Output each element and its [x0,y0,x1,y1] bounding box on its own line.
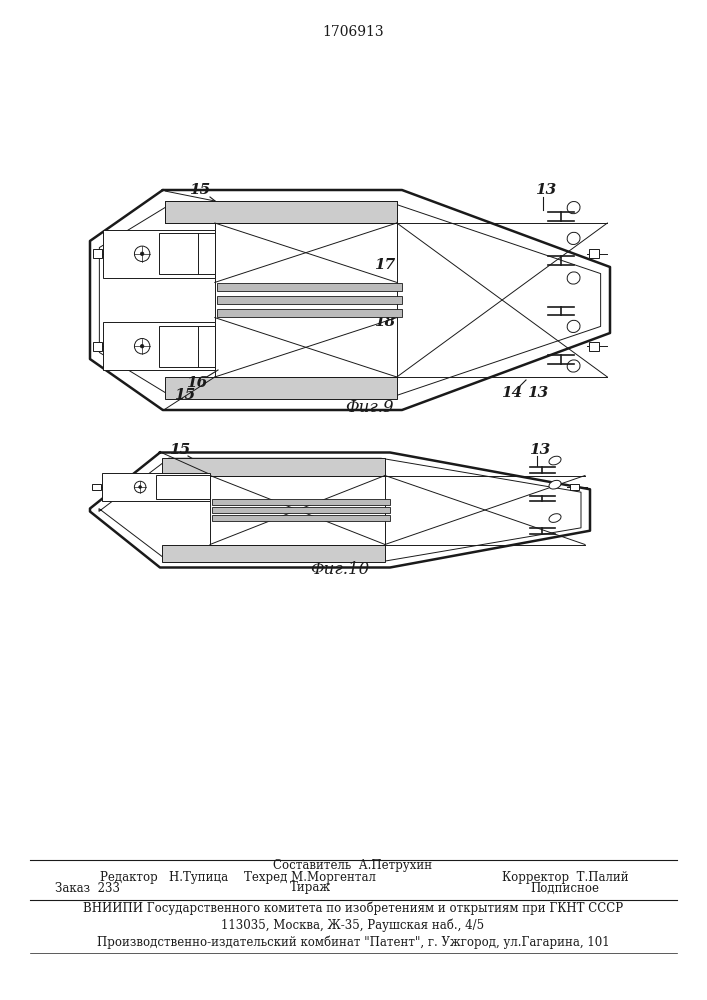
Ellipse shape [549,514,561,522]
Circle shape [141,252,144,256]
Text: 13: 13 [530,443,551,457]
Bar [163,458,385,476]
Bar [159,233,215,274]
Ellipse shape [549,480,561,489]
Ellipse shape [567,272,580,284]
Text: 15: 15 [189,183,211,197]
Ellipse shape [567,201,580,214]
Text: 14: 14 [501,386,522,400]
Text: 1706913: 1706913 [322,25,384,39]
Text: Составитель  А.Петрухин: Составитель А.Петрухин [274,858,433,871]
Bar [217,296,402,304]
Text: Производственно-издательский комбинат "Патент", г. Ужгород, ул.Гагарина, 101: Производственно-издательский комбинат "П… [97,935,609,949]
Circle shape [141,344,144,348]
Text: ВНИИПИ Государственного комитета по изобретениям и открытиям при ГКНТ СССР: ВНИИПИ Государственного комитета по изоб… [83,901,623,915]
Text: 13: 13 [527,386,549,400]
Bar [103,322,215,370]
Bar [165,377,397,399]
Bar [103,230,215,278]
Bar [103,473,210,501]
Circle shape [134,481,146,493]
Text: 113035, Москва, Ж-35, Раушская наб., 4/5: 113035, Москва, Ж-35, Раушская наб., 4/5 [221,918,484,932]
Text: 18: 18 [375,315,396,329]
Text: 16: 16 [187,376,208,390]
Text: Тираж: Тираж [289,882,331,894]
Circle shape [134,246,150,261]
Ellipse shape [567,232,580,245]
Bar [213,507,390,513]
Text: 13: 13 [535,183,556,197]
Bar [589,342,599,351]
Bar [213,515,390,521]
Bar [93,484,102,490]
Text: Φиг.10: Φиг.10 [310,562,370,578]
Text: Техред М.Моргентал: Техред М.Моргентал [244,870,376,884]
Bar [156,475,210,499]
Bar [165,201,397,223]
Bar [570,484,579,490]
Ellipse shape [549,456,561,465]
Circle shape [139,486,141,488]
Bar [93,342,102,351]
Text: Корректор  Т.Палий: Корректор Т.Палий [502,870,629,884]
Bar [159,326,215,367]
Bar [93,249,102,258]
Bar [589,249,599,258]
Text: Заказ  233: Заказ 233 [55,882,120,894]
Text: 17: 17 [375,258,396,272]
Ellipse shape [567,320,580,333]
Bar [213,499,390,505]
Text: Φиг.9: Φиг.9 [346,398,395,416]
Bar [163,544,385,562]
Bar [217,283,402,291]
Text: Подписное: Подписное [530,882,600,894]
Text: 15: 15 [170,443,191,457]
Text: 15: 15 [175,388,196,402]
Ellipse shape [567,360,580,372]
Circle shape [134,338,150,354]
Text: Редактор   Н.Тупица: Редактор Н.Тупица [100,870,228,884]
Bar [217,309,402,317]
